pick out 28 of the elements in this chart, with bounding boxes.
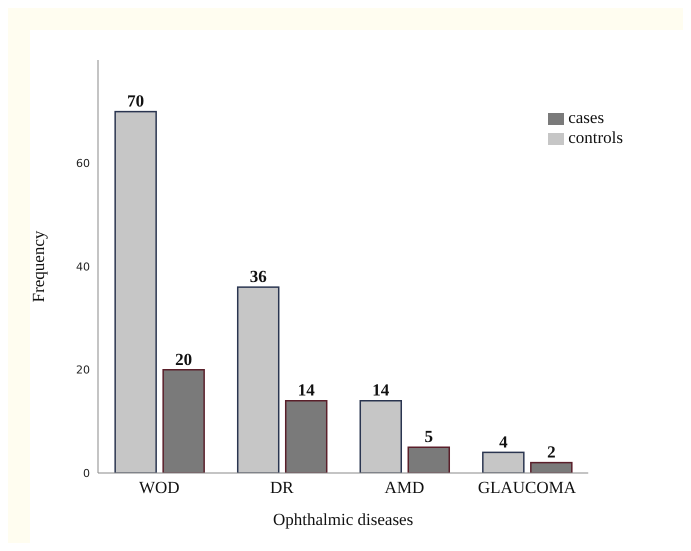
bar xyxy=(162,369,205,473)
bar xyxy=(360,400,402,473)
y-tick-label: 20 xyxy=(76,364,90,377)
y-tick-label: 60 xyxy=(76,157,90,170)
data-label: 14 xyxy=(298,380,316,400)
data-label: 14 xyxy=(372,380,390,400)
bar xyxy=(284,400,328,473)
bar xyxy=(114,110,157,473)
bar xyxy=(236,286,280,473)
data-label: 4 xyxy=(499,432,508,452)
data-label: 5 xyxy=(424,427,434,446)
data-label: 20 xyxy=(175,350,192,369)
data-label: 70 xyxy=(127,92,144,111)
x-tick-label: GLAUCOMA xyxy=(478,478,577,498)
data-label: 2 xyxy=(547,442,556,462)
x-axis-title: Ophthalmic diseases xyxy=(273,510,414,529)
bar xyxy=(408,446,450,473)
legend-label: controls xyxy=(568,128,623,147)
legend-label: cases xyxy=(568,108,604,127)
data-label: 36 xyxy=(250,267,267,286)
y-axis-title: Frequency xyxy=(29,230,48,302)
bar xyxy=(482,452,525,473)
bar xyxy=(530,462,573,473)
x-tick-label: AMD xyxy=(384,478,424,498)
y-tick-label: 40 xyxy=(76,260,90,274)
x-tick-label: DR xyxy=(270,478,294,498)
y-tick-label: 0 xyxy=(83,466,90,480)
x-tick-label: WOD xyxy=(138,478,180,498)
